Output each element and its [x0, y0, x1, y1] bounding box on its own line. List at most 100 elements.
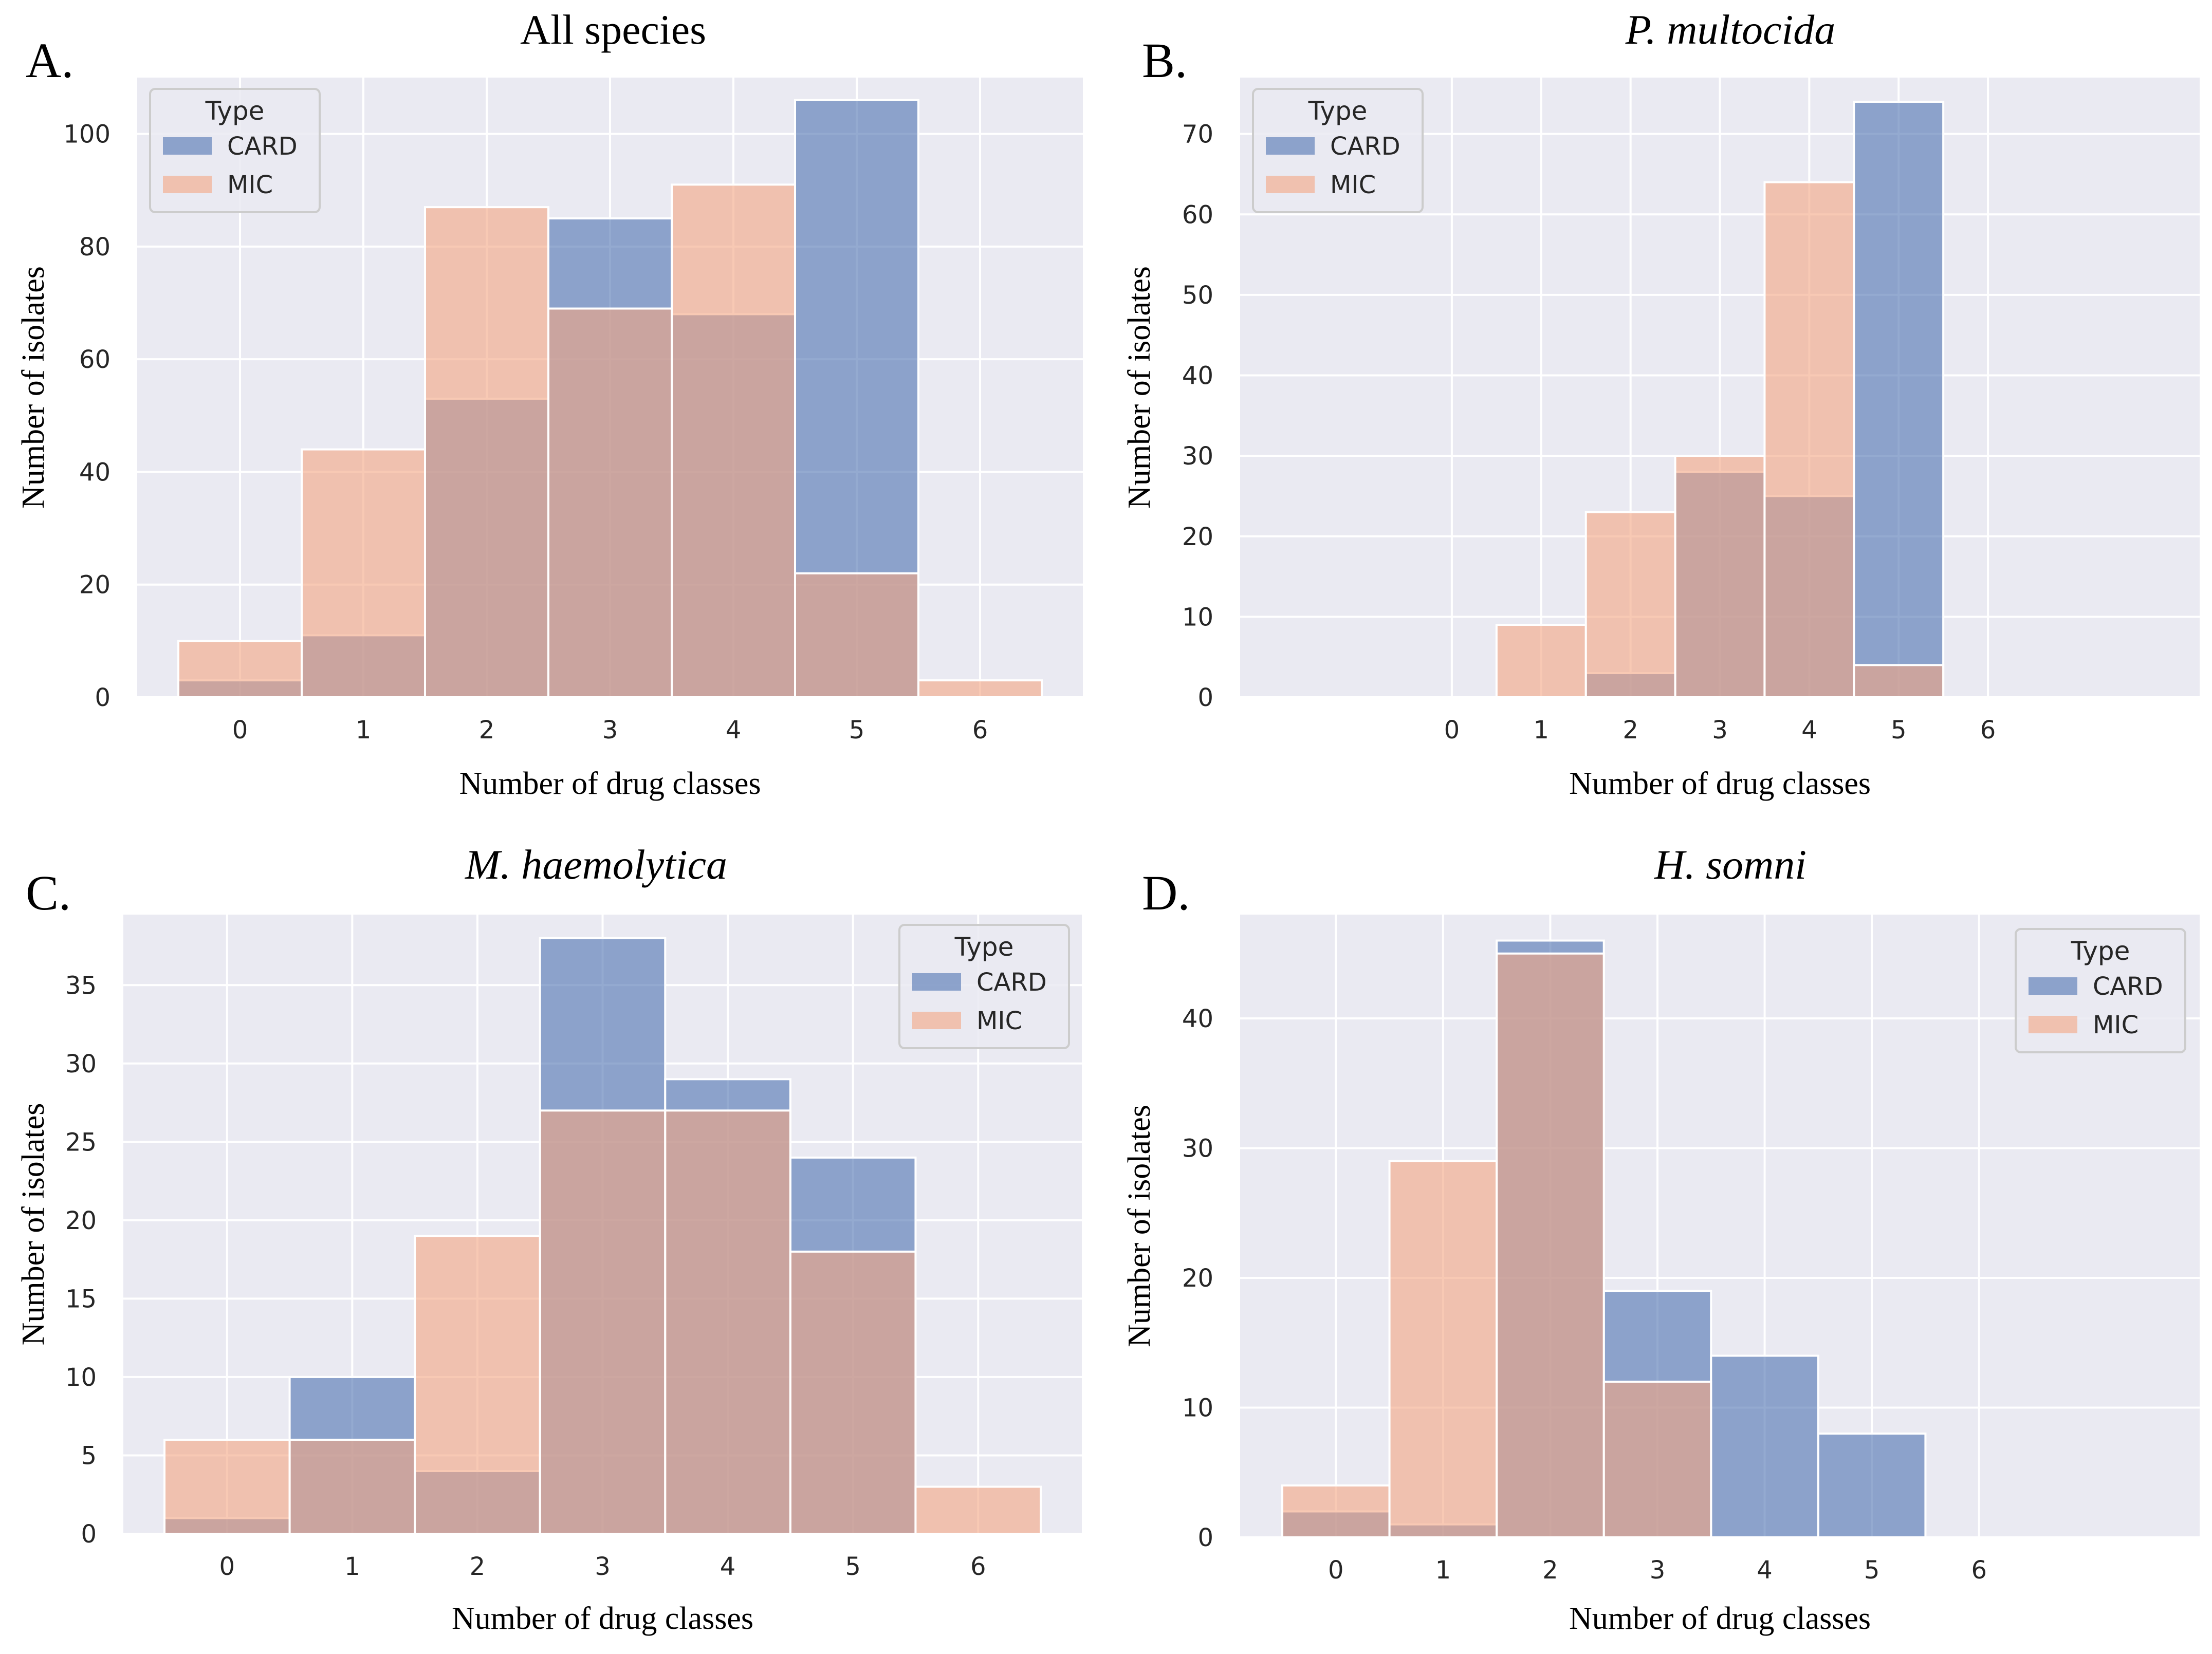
legend-swatch-mic [1266, 176, 1315, 193]
y-tick-label: 0 [1197, 1523, 1213, 1552]
bar-mic-4 [1763, 181, 1855, 698]
legend-swatch-card [1266, 137, 1315, 155]
bar-mic-3 [1602, 1381, 1712, 1538]
bar-mic-4 [664, 1109, 791, 1535]
x-tick-label: 1 [1435, 1556, 1451, 1585]
bar-mic-0 [163, 1438, 291, 1535]
panel-label: A. [26, 33, 73, 88]
y-tick-label: 30 [1182, 442, 1213, 471]
x-tick-label: 0 [1444, 716, 1460, 745]
legend-label-mic: MIC [2093, 1011, 2139, 1039]
x-tick-label: 6 [972, 716, 988, 745]
x-tick-label: 6 [1980, 716, 1996, 745]
x-axis-label: Number of drug classes [1569, 1601, 1871, 1636]
y-tick-label: 20 [1182, 1264, 1213, 1293]
x-tick-label: 0 [232, 716, 248, 745]
legend-swatch-mic [2029, 1016, 2077, 1033]
x-tick-label: 4 [720, 1552, 736, 1581]
bar-mic-5 [794, 572, 919, 699]
y-tick-label: 20 [65, 1206, 97, 1235]
x-axis-label: Number of drug classes [452, 1601, 753, 1636]
x-tick-label: 5 [849, 716, 865, 745]
y-tick-label: 5 [81, 1441, 97, 1470]
bar-mic-1 [301, 448, 426, 698]
bar-mic-4 [671, 183, 796, 698]
y-tick-label: 100 [63, 120, 110, 149]
x-tick-label: 6 [1971, 1556, 1987, 1585]
y-tick-label: 20 [1182, 523, 1213, 551]
x-tick-label: 2 [1542, 1556, 1558, 1585]
bar-mic-2 [424, 206, 549, 698]
bar-mic-6 [917, 679, 1043, 699]
x-axis-label: Number of drug classes [1569, 766, 1871, 801]
y-axis-label: Number of isolates [1122, 266, 1157, 509]
legend-swatch-mic [912, 1012, 961, 1029]
y-tick-label: 10 [65, 1363, 97, 1392]
legend-label-mic: MIC [1330, 171, 1376, 199]
x-tick-label: 4 [1757, 1556, 1773, 1585]
bar-mic-3 [547, 307, 673, 698]
bar-mic-0 [1281, 1484, 1391, 1538]
legend-label-card: CARD [227, 132, 298, 161]
chart-panel-a: 0 20 40 60 80 100 0 1 2 3 4 5 6 Number of drug classe… [16, 6, 1083, 801]
legend: Type CARD MIC [898, 924, 1070, 1049]
bar-mic-1 [288, 1438, 416, 1535]
y-tick-label: 25 [65, 1128, 97, 1157]
chart-title: M. haemolytica [465, 841, 727, 888]
x-tick-label: 4 [726, 716, 742, 745]
y-tick-label: 35 [65, 971, 97, 1000]
legend-title: Type [954, 932, 1014, 962]
legend-label-card: CARD [976, 968, 1047, 997]
chart-panel-d: 0 10 20 30 40 0 1 2 3 4 5 6 Number of drug classes Nu… [1122, 841, 2200, 1636]
y-axis-label: Number of isolates [16, 266, 51, 509]
x-tick-label: 5 [1864, 1556, 1880, 1585]
bar-card-5 [1853, 100, 1945, 698]
y-axis-label: Number of isolates [16, 1103, 51, 1346]
x-tick-label: 5 [1891, 716, 1907, 745]
legend-title: Type [1308, 96, 1368, 126]
x-tick-label: 2 [1623, 716, 1638, 745]
legend-label-card: CARD [1330, 132, 1400, 161]
chart-title: P. multocida [1625, 6, 1835, 53]
x-tick-label: 0 [1328, 1556, 1344, 1585]
chart-title: H. somni [1654, 841, 1807, 888]
bar-mic-5 [1853, 664, 1945, 699]
bar-mic-1 [1388, 1160, 1498, 1538]
x-tick-label: 2 [470, 1552, 486, 1581]
x-tick-label: 3 [595, 1552, 611, 1581]
legend-swatch-mic [163, 176, 212, 193]
y-tick-label: 20 [79, 571, 110, 600]
legend-title: Type [205, 96, 265, 126]
bar-mic-2 [414, 1235, 541, 1535]
legend-title: Type [2071, 936, 2130, 966]
legend: Type CARD MIC [149, 88, 321, 213]
x-tick-label: 3 [1712, 716, 1728, 745]
bar-mic-0 [177, 640, 303, 699]
x-tick-label: 6 [970, 1552, 986, 1581]
x-tick-label: 4 [1801, 716, 1817, 745]
legend-label-mic: MIC [227, 171, 273, 199]
y-tick-label: 80 [79, 233, 110, 262]
y-tick-label: 0 [81, 1520, 97, 1549]
x-axis-label: Number of drug classes [459, 766, 761, 801]
x-tick-label: 3 [1650, 1556, 1666, 1585]
x-tick-label: 1 [356, 716, 372, 745]
y-tick-label: 30 [65, 1050, 97, 1079]
bar-card-5 [1817, 1433, 1927, 1538]
bar-mic-1 [1495, 624, 1587, 698]
bar-mic-6 [914, 1485, 1042, 1535]
y-tick-label: 40 [79, 458, 110, 487]
x-tick-label: 1 [1534, 716, 1550, 745]
x-tick-label: 3 [602, 716, 618, 745]
x-tick-label: 5 [845, 1552, 861, 1581]
legend: Type CARD MIC [1252, 88, 1424, 213]
legend-swatch-card [2029, 977, 2077, 995]
bar-mic-2 [1584, 511, 1676, 698]
bar-mic-3 [539, 1109, 667, 1535]
y-tick-label: 10 [1182, 1394, 1213, 1423]
x-tick-label: 0 [219, 1552, 235, 1581]
y-tick-label: 70 [1182, 120, 1213, 149]
chart-title: All species [520, 6, 706, 53]
legend-label-card: CARD [2093, 972, 2163, 1001]
